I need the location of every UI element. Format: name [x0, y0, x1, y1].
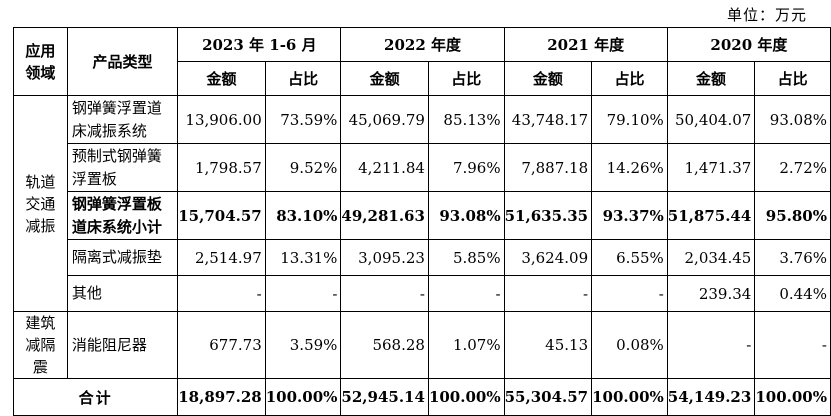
total-label: 合计 [12, 378, 179, 416]
header-row-metrics: 金额 占比 金额 占比 金额 占比 金额 占比 [14, 61, 831, 96]
row-label: 隔离式减振垫 [66, 239, 179, 276]
cell-amount: 51,875.44 [666, 191, 756, 240]
header-period-2021: 2021 年度 [503, 27, 668, 62]
cell-ratio: 100.00% [264, 378, 342, 416]
cell-amount: 1,471.37 [666, 143, 756, 192]
cell-ratio: - [754, 311, 831, 379]
header-ratio: 占比 [264, 61, 342, 96]
header-row-periods: 应用领域 产品类型 2023 年 1-6 月 2022 年度 2021 年度 2… [13, 27, 831, 96]
cell-amount: 43,748.17 [503, 95, 593, 144]
cell-ratio: 7.96% [427, 143, 505, 192]
table-row: 其他 - - - - - - 239.34 0.44% [14, 275, 831, 312]
header-amount: 金额 [177, 61, 266, 96]
cell-ratio: 100.00% [754, 378, 831, 416]
cell-amount: - [666, 311, 756, 379]
cell-amount: 4,211.84 [340, 143, 429, 192]
revenue-by-product-table: 应用领域 产品类型 2023 年 1-6 月 2022 年度 2021 年度 2… [12, 27, 831, 416]
cell-amount: 55,304.57 [503, 378, 593, 416]
cell-amount: 49,281.63 [340, 191, 429, 240]
cell-ratio: - [427, 275, 505, 312]
row-label: 钢弹簧浮置道床减振系统 [66, 95, 179, 144]
header-domain: 应用领域 [13, 27, 68, 96]
cell-amount: - [340, 275, 429, 312]
header-amount: 金额 [340, 61, 429, 96]
header-amount: 金额 [503, 61, 593, 96]
header-ratio: 占比 [754, 61, 831, 96]
cell-ratio: 0.44% [754, 275, 831, 312]
cell-ratio: 3.59% [264, 311, 342, 379]
cell-ratio: 95.80% [754, 191, 831, 240]
table-row-subtotal: 钢弹簧浮置板道床系统小计 15,704.57 83.10% 49,281.63 … [14, 191, 831, 240]
cell-amount: 15,704.57 [177, 191, 266, 240]
cell-amount: 18,897.28 [177, 378, 266, 416]
cell-amount: 2,034.45 [666, 239, 756, 276]
cell-ratio: 6.55% [591, 239, 668, 276]
table-row-total: 合计 18,897.28 100.00% 52,945.14 100.00% 5… [12, 378, 831, 416]
cell-ratio: 3.76% [754, 239, 831, 276]
cell-ratio: 14.26% [591, 143, 668, 192]
cell-ratio: 83.10% [264, 191, 342, 240]
cell-ratio: 5.85% [427, 239, 505, 276]
cell-amount: 2,514.97 [177, 239, 266, 276]
cell-ratio: 93.08% [754, 95, 831, 144]
table-row: 建筑减隔震 消能阻尼器 677.73 3.59% 568.28 1.07% 45… [13, 311, 831, 379]
cell-amount: 568.28 [340, 311, 429, 379]
cell-ratio: 9.52% [264, 143, 342, 192]
table-row: 预制式钢弹簧浮置板 1,798.57 9.52% 4,211.84 7.96% … [14, 143, 831, 192]
category-rail: 轨道交通减振 [13, 95, 68, 312]
cell-ratio: 1.07% [427, 311, 505, 379]
cell-amount: 45,069.79 [340, 95, 429, 144]
row-label: 其他 [66, 275, 179, 312]
cell-amount: - [503, 275, 593, 312]
unit-label: 单位：万元 [726, 6, 807, 24]
cell-amount: 13,906.00 [177, 95, 266, 144]
cell-ratio: 93.37% [591, 191, 668, 240]
header-period-2023h1: 2023 年 1-6 月 [177, 27, 342, 62]
header-product-type: 产品类型 [66, 27, 179, 96]
row-label: 消能阻尼器 [66, 311, 179, 379]
header-period-2022: 2022 年度 [340, 27, 505, 62]
cell-amount: 677.73 [177, 311, 266, 379]
header-ratio: 占比 [427, 61, 505, 96]
cell-ratio: - [591, 275, 668, 312]
cell-amount: 50,404.07 [666, 95, 756, 144]
row-label: 钢弹簧浮置板道床系统小计 [66, 191, 179, 240]
cell-ratio: 13.31% [264, 239, 342, 276]
category-building: 建筑减隔震 [13, 311, 68, 379]
cell-ratio: 100.00% [427, 378, 505, 416]
table-row: 隔离式减振垫 2,514.97 13.31% 3,095.23 5.85% 3,… [14, 239, 831, 276]
cell-amount: 3,624.09 [503, 239, 593, 276]
cell-ratio: 85.13% [427, 95, 505, 144]
cell-ratio: - [264, 275, 342, 312]
cell-amount: 239.34 [666, 275, 756, 312]
cell-amount: 52,945.14 [340, 378, 429, 416]
cell-ratio: 2.72% [754, 143, 831, 192]
cell-amount: 7,887.18 [503, 143, 593, 192]
cell-ratio: 73.59% [264, 95, 342, 144]
cell-ratio: 79.10% [591, 95, 668, 144]
header-amount: 金额 [666, 61, 756, 96]
cell-ratio: 0.08% [591, 311, 668, 379]
table-row: 轨道交通减振 钢弹簧浮置道床减振系统 13,906.00 73.59% 45,0… [13, 95, 831, 312]
cell-amount: 1,798.57 [177, 143, 266, 192]
cell-amount: 51,635.35 [503, 191, 593, 240]
cell-amount: - [177, 275, 266, 312]
cell-ratio: 100.00% [591, 378, 668, 416]
cell-ratio: 93.08% [427, 191, 505, 240]
header-ratio: 占比 [591, 61, 668, 96]
cell-amount: 45.13 [503, 311, 593, 379]
header-period-2020: 2020 年度 [666, 27, 831, 62]
cell-amount: 3,095.23 [340, 239, 429, 276]
cell-amount: 54,149.23 [666, 378, 756, 416]
row-label: 预制式钢弹簧浮置板 [66, 143, 179, 192]
